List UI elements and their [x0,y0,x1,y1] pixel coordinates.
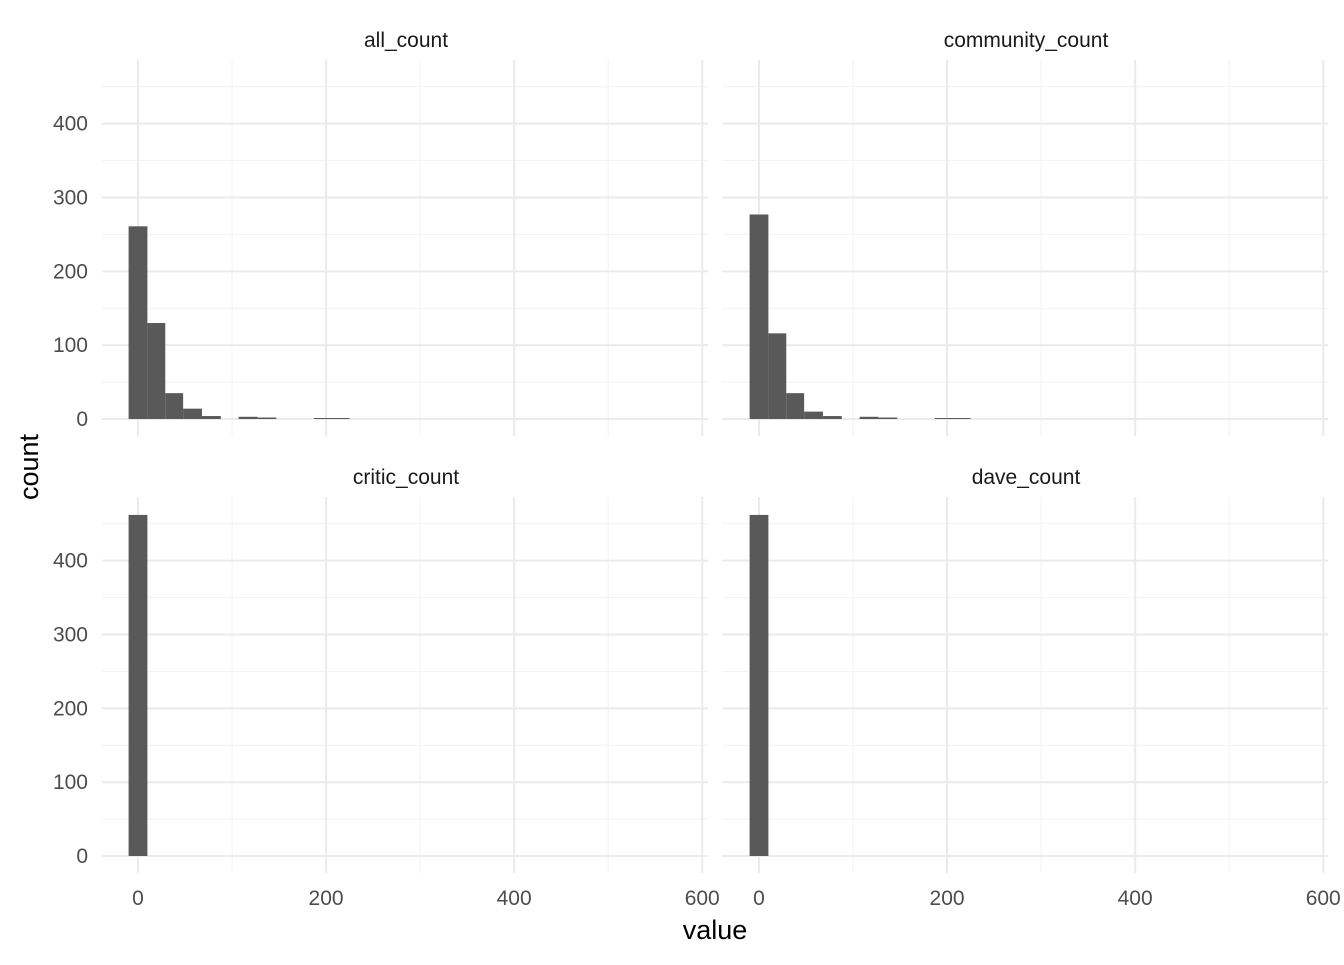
facet-all-count-y-tick-label: 0 [76,408,88,431]
facet-all-count-bar [313,418,350,419]
facet-community-count-bar [786,393,805,419]
facet-dave-count-x-tick-label: 400 [1118,887,1153,910]
facet-community-count-bar [768,333,787,419]
facet-dave-count-x-tick-label: 600 [1306,887,1341,910]
facet-all-count-bar [201,416,221,419]
y-axis-title: count [14,433,44,500]
facet-critic-count-y-tick-label: 100 [53,771,88,794]
facet-all-count-bar [128,226,148,419]
facet-all-count-bar [257,417,277,419]
facet-dave-count-x-tick-label: 0 [753,887,765,910]
facet-critic-count-title: critic_count [353,466,459,489]
facet-community-count-title: community_count [944,29,1109,52]
facet-critic-count-x-tick-label: 600 [685,887,720,910]
facet-all-count-bar [183,408,202,419]
facet-community-count-bar [859,416,879,419]
facet-dave-count-bar [749,514,769,856]
facet-community-count-bar [822,416,842,419]
facet-critic-count-x-tick-label: 0 [132,887,144,910]
facet-all-count-y-tick-label: 100 [53,334,88,357]
x-axis-title: value [683,915,748,945]
facet-all-count-bar [147,323,166,419]
facet-all-count-y-tick-label: 400 [53,113,88,136]
facet-critic-count-x-tick-label: 200 [309,887,344,910]
facet-all-count-title: all_count [364,29,448,52]
facet-critic-count-bar [128,514,148,856]
facet-critic-count-y-tick-label: 200 [53,697,88,720]
facet-dave-count-title: dave_count [972,466,1081,489]
facet-critic-count-y-tick-label: 0 [76,845,88,868]
facet-all-count-bar [238,416,258,419]
facet-critic-count-y-tick-label: 400 [53,550,88,573]
facet-community-count-bar [804,411,823,419]
facet-critic-count-y-tick-label: 300 [53,624,88,647]
facet-community-count-bar [878,417,898,419]
facet-community-count-bar [934,418,971,419]
facet-critic-count-x-tick-label: 400 [497,887,532,910]
facet-dave-count-x-tick-label: 200 [930,887,965,910]
facet-all-count-y-tick-label: 300 [53,187,88,210]
facet-community-count-bar [749,214,769,419]
facet-all-count-bar [165,393,184,419]
facet-all-count-y-tick-label: 200 [53,260,88,283]
